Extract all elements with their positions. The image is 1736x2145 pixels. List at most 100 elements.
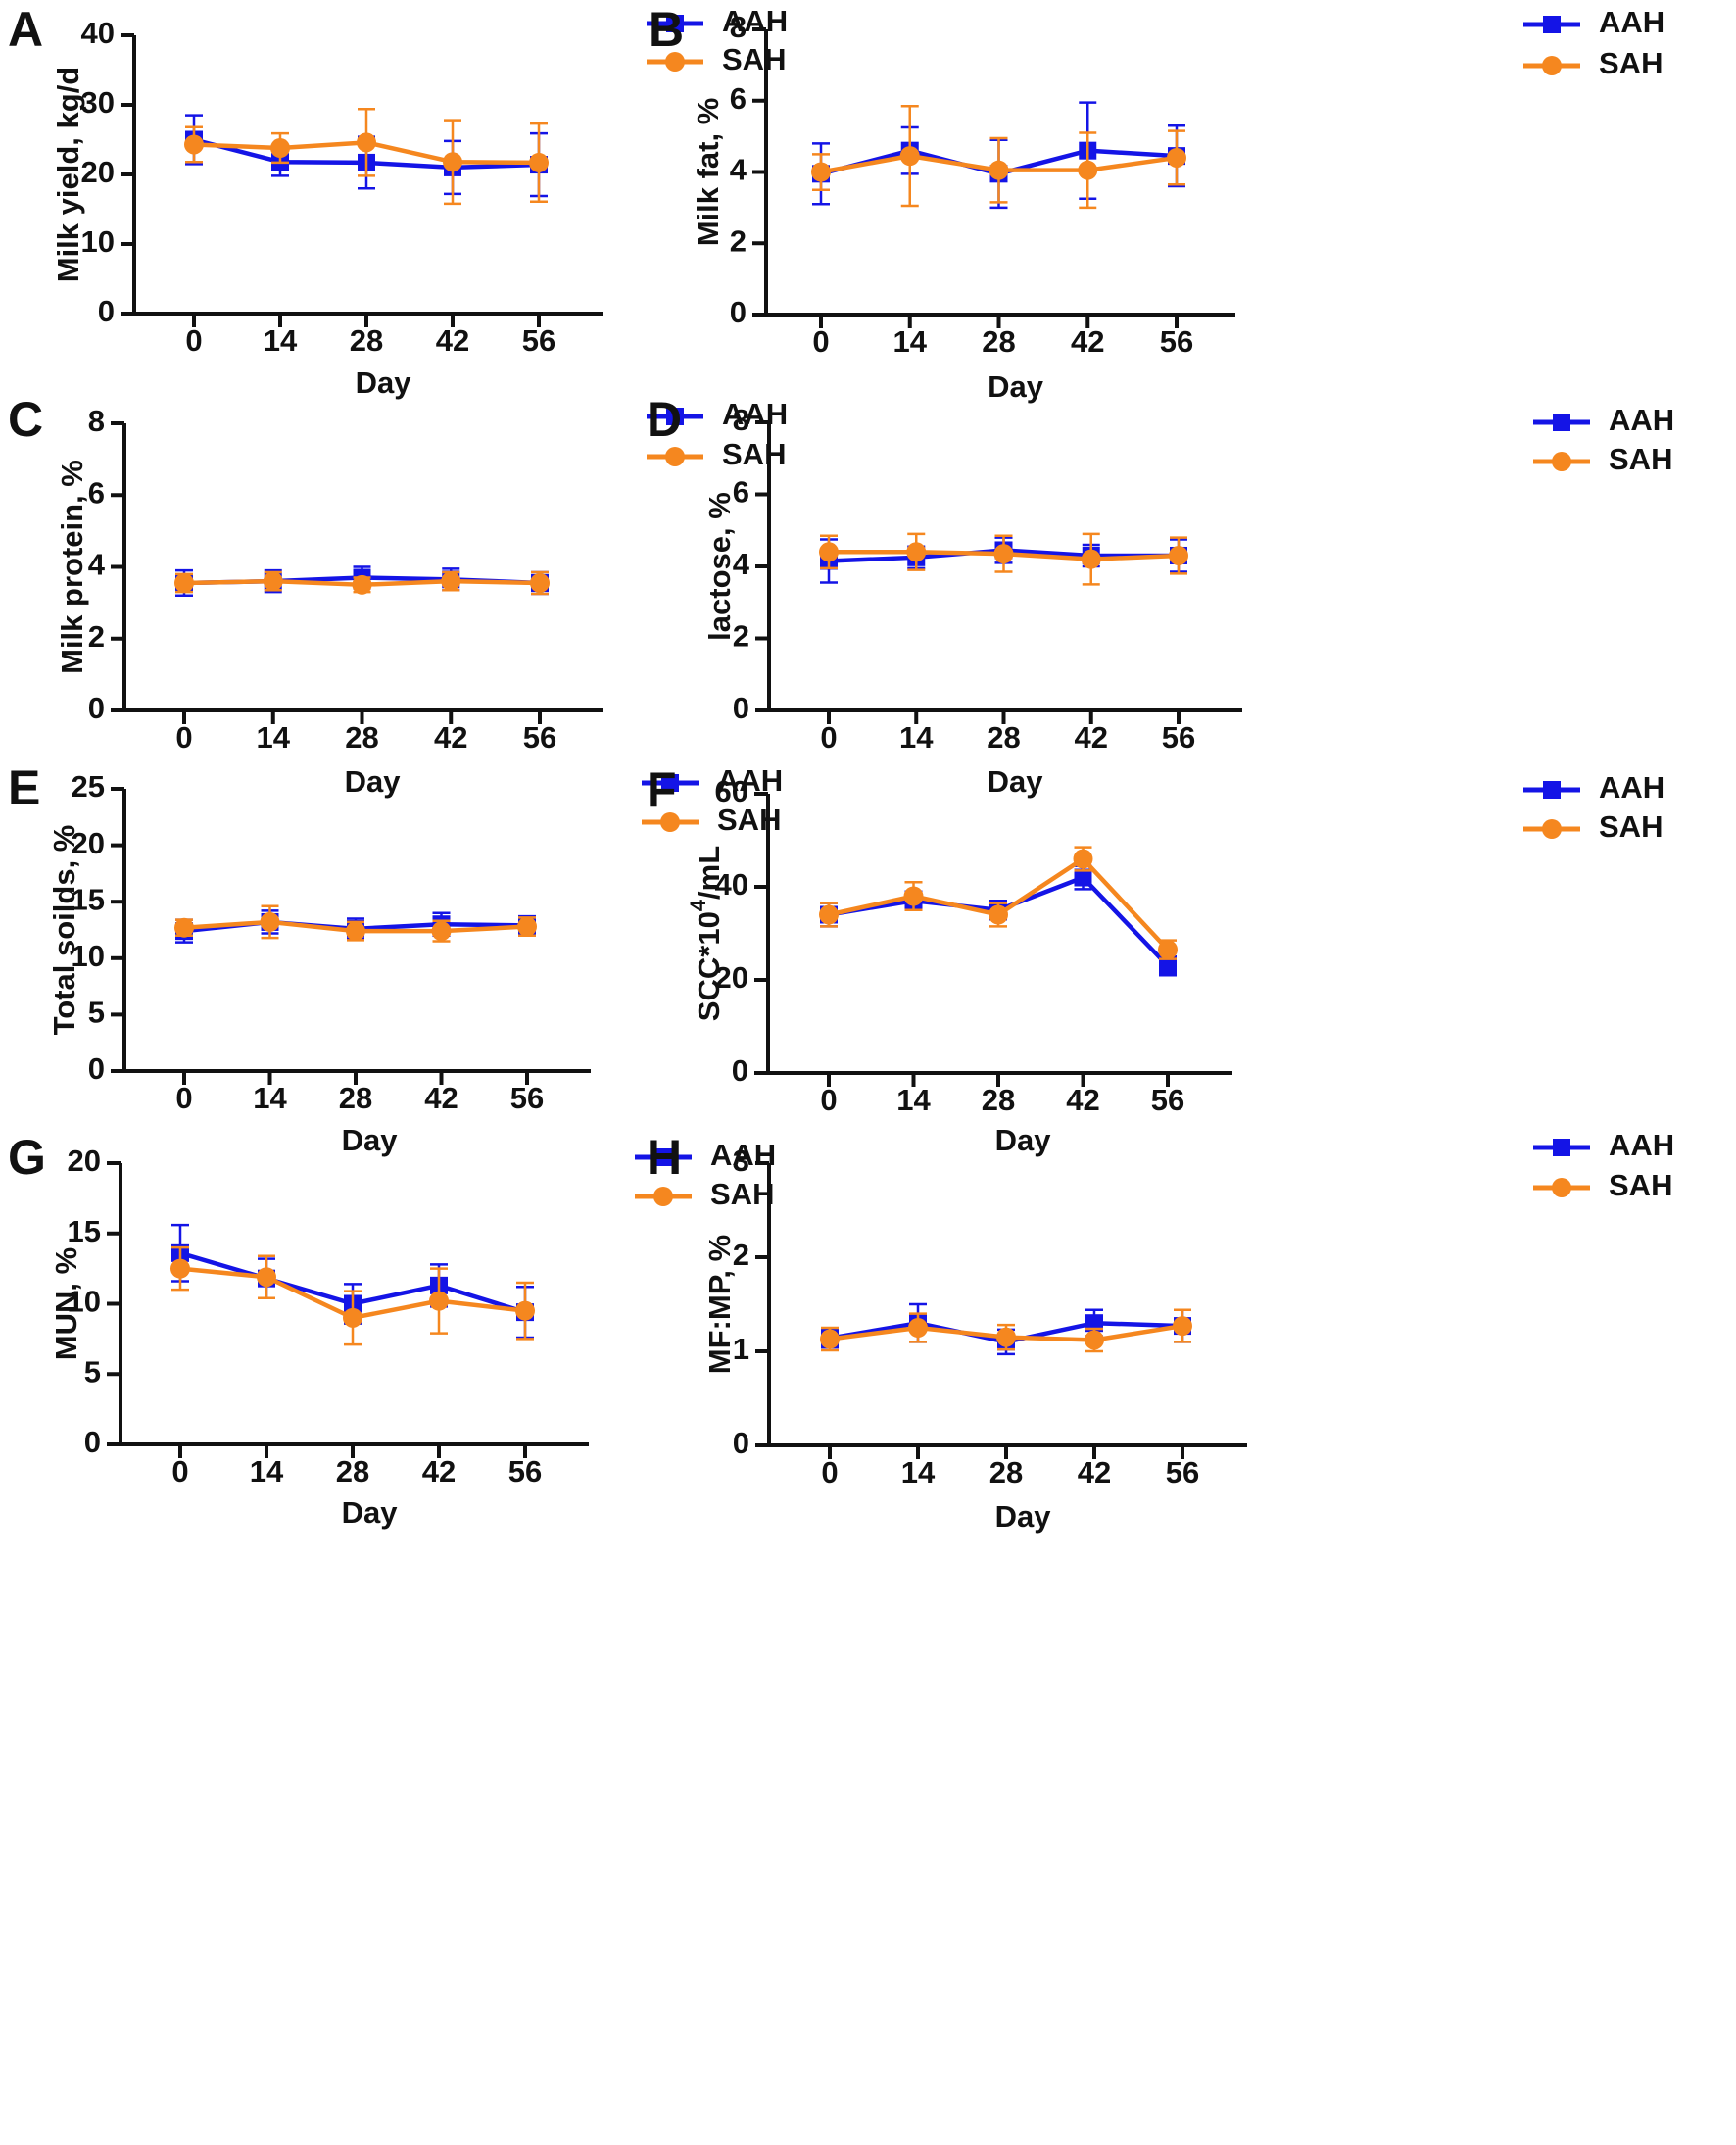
legend-entry-sah: SAH <box>1533 1168 1672 1202</box>
panel-d: D 0 2 4 6 8 0 14 28 42 56 lactose, % AAH SAH <box>647 392 1674 755</box>
y-tick-label: 6 <box>730 81 747 116</box>
data-point <box>1085 1314 1103 1333</box>
legend-entry-aah: AAH <box>1533 1128 1674 1162</box>
legend-marker <box>1553 414 1570 431</box>
y-tick-label: 10 <box>68 1285 101 1319</box>
legend-label: SAH <box>722 42 786 76</box>
legend-entry-aah: AAH <box>1533 403 1674 437</box>
data-point <box>429 1291 449 1311</box>
x-tick-label: 14 <box>893 324 928 359</box>
legend-entry-aah: AAH <box>635 1138 776 1172</box>
data-point <box>820 1329 840 1349</box>
x-tick-label: 0 <box>175 720 192 755</box>
y-tick-label: 4 <box>733 547 750 581</box>
panel-letter: C <box>8 392 43 447</box>
y-tick-label: 6 <box>88 475 105 510</box>
data-point <box>1081 549 1101 569</box>
x-tick-label: 42 <box>1071 324 1104 359</box>
legend-marker <box>654 1148 672 1166</box>
legend-marker <box>665 447 685 466</box>
x-tick-label: 56 <box>1160 324 1193 359</box>
data-point <box>903 886 924 906</box>
x-tick-label: 28 <box>982 1083 1015 1117</box>
data-point <box>443 152 462 172</box>
x-tick-label: 14 <box>899 720 934 755</box>
data-point <box>989 160 1009 180</box>
x-tick-label: 56 <box>523 720 556 755</box>
x-tick-label: 28 <box>350 323 383 358</box>
legend-entry-sah: SAH <box>647 42 786 76</box>
y-tick-label: 10 <box>81 224 115 259</box>
y-tick-label: 5 <box>84 1354 101 1389</box>
data-point <box>270 138 290 159</box>
data-point <box>170 1258 190 1279</box>
x-tick-label: 42 <box>1078 1455 1111 1489</box>
y-axis-title-main: SCC*10 <box>692 911 726 1021</box>
data-point <box>260 911 280 932</box>
x-tick-label: 56 <box>522 323 555 358</box>
data-point <box>343 1307 362 1328</box>
data-point <box>515 1300 535 1321</box>
x-tick-label: 14 <box>896 1083 931 1117</box>
y-axis-title-sup: 4 <box>686 899 710 911</box>
legend-label: SAH <box>1599 46 1663 80</box>
x-tick-label: 42 <box>424 1081 458 1115</box>
legend-entry-sah: SAH <box>1523 809 1663 844</box>
x-axis-title: Day <box>995 1499 1052 1534</box>
y-tick-label: 0 <box>98 294 115 328</box>
y-axis-title: Total soilds, % <box>47 825 81 1036</box>
x-tick-label: 0 <box>185 323 202 358</box>
x-axis-title: Day <box>988 369 1044 404</box>
x-tick-label: 42 <box>436 323 469 358</box>
y-tick-label: 0 <box>730 295 747 329</box>
y-tick-label: 3 <box>733 1144 749 1178</box>
y-tick-label: 20 <box>68 1144 101 1178</box>
legend-marker <box>665 52 685 72</box>
x-tick-label: 28 <box>339 1081 372 1115</box>
y-tick-label: 2 <box>733 619 749 654</box>
legend-label: AAH <box>710 1138 776 1172</box>
panel-letter: E <box>8 760 40 815</box>
legend-entry-sah: SAH <box>647 437 786 471</box>
y-tick-label: 4 <box>730 153 747 187</box>
data-point <box>1074 868 1092 887</box>
y-axis-title: Milk protein, % <box>55 460 89 674</box>
y-tick-label: 1 <box>733 1332 749 1366</box>
y-tick-label: 25 <box>72 769 105 804</box>
data-point <box>819 904 839 925</box>
series-sah <box>820 1308 1192 1353</box>
y-axis-title: lactose, % <box>702 492 737 641</box>
legend-entry-sah: SAH <box>635 1177 774 1211</box>
series-sah <box>174 904 537 943</box>
legend-marker <box>661 774 679 792</box>
legend-marker <box>1543 16 1561 33</box>
x-tick-label: 14 <box>253 1081 287 1115</box>
y-tick-label: 20 <box>72 826 105 860</box>
x-tick-label: 56 <box>1162 720 1195 755</box>
y-tick-label: 15 <box>68 1214 101 1248</box>
series-sah <box>811 104 1186 210</box>
x-tick-label: 0 <box>812 324 829 359</box>
legend-entry-aah: AAH <box>642 763 783 798</box>
panel-b: B 0 2 4 6 8 0 14 28 42 56 Day Milk fat, % AAH SAH <box>649 2 1664 404</box>
y-tick-label: 60 <box>715 774 748 808</box>
data-point <box>174 917 194 938</box>
y-tick-label: 4 <box>88 548 106 582</box>
legend-label: AAH <box>722 397 788 431</box>
y-axis-title-tail: /mL <box>692 846 726 900</box>
x-tick-label: 42 <box>1066 1083 1099 1117</box>
legend-label: AAH <box>1609 403 1674 437</box>
x-tick-label: 14 <box>264 323 298 358</box>
y-tick-label: 8 <box>733 403 749 437</box>
legend-label: AAH <box>717 763 783 798</box>
y-tick-label: 0 <box>732 1053 748 1088</box>
data-point <box>1085 1330 1104 1350</box>
x-tick-label: 28 <box>982 324 1015 359</box>
data-point <box>993 544 1014 564</box>
x-tick-label: 14 <box>257 720 291 755</box>
panel-h: H 0 1 2 3 0 14 28 42 56 Day Day MF:MP, % AAH SAH <box>647 1123 1674 1534</box>
legend-marker <box>1543 781 1561 799</box>
legend-marker <box>1552 452 1571 471</box>
x-axis-title: Day <box>988 764 1044 799</box>
legend-entry-aah: AAH <box>1523 5 1664 39</box>
